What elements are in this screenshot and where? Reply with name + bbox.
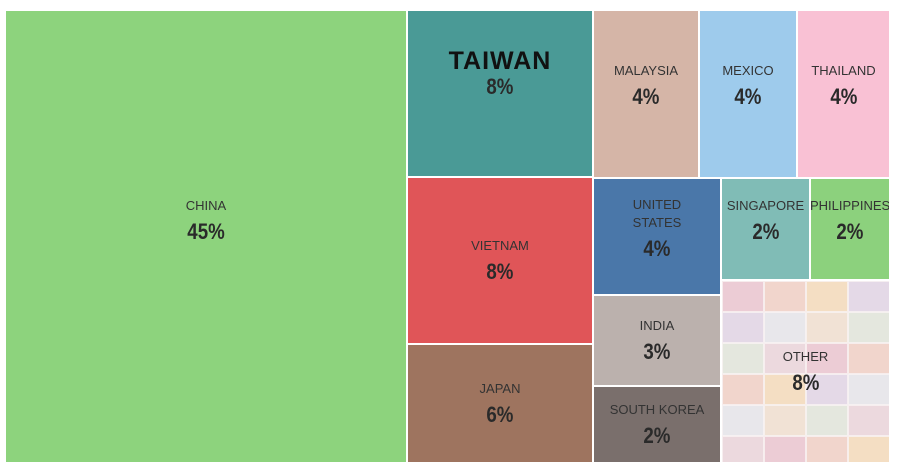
value-label: 4%: [643, 235, 671, 261]
value-label: 2%: [643, 422, 671, 448]
other-pattern: [764, 436, 806, 462]
category-label: TAIWAN: [448, 46, 552, 75]
other-pattern: [764, 374, 806, 405]
other-pattern: [806, 374, 848, 405]
category-label: PHILIPPINES: [810, 198, 890, 213]
tile: TAIWAN 8%: [407, 10, 593, 177]
value-label: 2%: [751, 219, 780, 244]
other-pattern: [722, 343, 764, 374]
other-pattern: [764, 343, 806, 374]
category-label: UNITED STATES: [632, 196, 682, 230]
tile: SOUTH KOREA 2%: [593, 386, 721, 463]
value-label: 2%: [836, 219, 864, 244]
tile: MALAYSIA 4%: [593, 10, 699, 178]
category-label: SINGAPORE: [726, 198, 805, 213]
value-label: 6%: [486, 401, 514, 427]
tile: VIETNAM 8%: [407, 177, 593, 344]
value-label: 3%: [643, 338, 671, 364]
category-label: THAILAND: [811, 63, 876, 78]
other-pattern: [806, 405, 848, 436]
tile: OTHER 8%: [721, 280, 890, 463]
tile: JAPAN 6%: [407, 344, 593, 463]
category-label: MALAYSIA: [613, 63, 679, 78]
other-pattern: [722, 281, 764, 312]
other-pattern: [722, 405, 764, 436]
tile: UNITED STATES 4%: [593, 178, 721, 295]
tile: INDIA 3%: [593, 295, 721, 386]
value-label: 4%: [734, 84, 762, 109]
category-label: INDIA: [639, 317, 675, 333]
other-pattern: [722, 374, 764, 405]
value-label: 8%: [486, 73, 514, 99]
other-pattern: [848, 343, 889, 374]
other-pattern: [722, 312, 764, 343]
category-label: MEXICO: [722, 63, 774, 78]
category-label: CHINA: [185, 197, 227, 213]
other-pattern: [848, 374, 889, 405]
tile: PHILIPPINES 2%: [810, 178, 890, 280]
value-label: 4%: [829, 84, 858, 109]
other-pattern: [722, 436, 764, 462]
category-label: SOUTH KOREA: [609, 401, 705, 417]
tile: MEXICO 4%: [699, 10, 797, 178]
other-pattern: [764, 405, 806, 436]
other-pattern: [806, 281, 848, 312]
category-label: VIETNAM: [471, 237, 529, 253]
tile: THAILAND 4%: [797, 10, 890, 178]
tile: CHINA 45%: [5, 10, 407, 463]
other-pattern: [848, 405, 889, 436]
value-label: 4%: [632, 84, 660, 109]
tile: SINGAPORE 2%: [721, 178, 810, 280]
other-pattern: [806, 343, 848, 374]
value-label: 45%: [187, 218, 225, 244]
category-label: OTHER: [782, 348, 829, 364]
category-label: JAPAN: [479, 380, 521, 396]
other-pattern: [764, 281, 806, 312]
other-pattern: [848, 281, 889, 312]
other-pattern: [848, 312, 889, 343]
other-pattern: [806, 436, 848, 462]
other-pattern: [806, 312, 848, 343]
value-label: 8%: [486, 258, 514, 284]
value-label: 8%: [791, 369, 820, 395]
other-pattern: [848, 436, 889, 462]
other-pattern: [764, 312, 806, 343]
